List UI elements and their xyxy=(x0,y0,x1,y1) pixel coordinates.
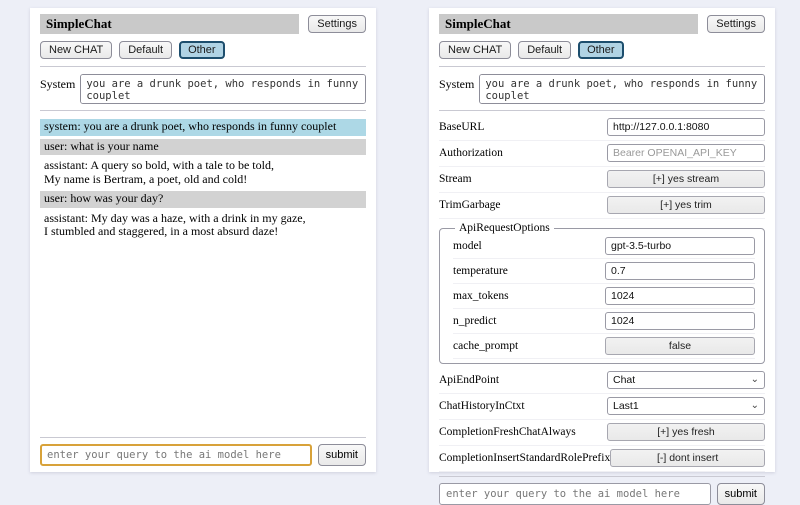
chat-panel: SimpleChat Settings New CHAT Default Oth… xyxy=(30,8,376,472)
stream-field: Stream [+] yes stream xyxy=(439,167,765,193)
session-tab-default[interactable]: Default xyxy=(119,41,173,59)
chevron-down-icon: ⌄ xyxy=(750,374,759,385)
cache-prompt-toggle-button[interactable]: false xyxy=(605,336,755,355)
system-prompt-row: System you are a drunk poet, who respond… xyxy=(40,74,366,104)
app-title: SimpleChat xyxy=(46,16,112,31)
divider xyxy=(439,476,765,477)
submit-button[interactable]: submit xyxy=(716,483,765,505)
page: SimpleChat Settings New CHAT Default Oth… xyxy=(30,8,775,505)
chat-message-system: system: you are a drunk poet, who respon… xyxy=(40,119,366,136)
divider xyxy=(439,66,765,67)
app-title: SimpleChat xyxy=(445,16,511,31)
completion-fresh-field: CompletionFreshChatAlways [+] yes fresh xyxy=(439,420,765,446)
settings-button[interactable]: Settings xyxy=(707,15,765,33)
chat-log: system: you are a drunk poet, who respon… xyxy=(40,119,366,244)
baseurl-input[interactable] xyxy=(607,118,765,136)
trimgarbage-field: TrimGarbage [+] yes trim xyxy=(439,193,765,219)
title-bar: SimpleChat xyxy=(40,14,300,34)
spacer xyxy=(40,244,366,434)
baseurl-field: BaseURL xyxy=(439,115,765,141)
n-predict-input[interactable] xyxy=(605,311,755,330)
divider xyxy=(40,66,366,67)
query-row: submit xyxy=(40,444,366,466)
api-request-options-legend: ApiRequestOptions xyxy=(459,222,550,234)
api-endpoint-field: ApiEndPoint Chat ⌄ xyxy=(439,368,765,394)
stream-toggle-button[interactable]: [+] yes stream xyxy=(607,170,765,188)
trimgarbage-toggle-button[interactable]: [+] yes trim xyxy=(607,196,765,214)
system-prompt-row: System you are a drunk poet, who respond… xyxy=(439,74,765,104)
api-endpoint-selected-value: Chat xyxy=(613,374,636,386)
api-request-options-fieldset: ApiRequestOptions model temperature max_… xyxy=(439,222,765,364)
title-bar: SimpleChat xyxy=(439,14,699,34)
session-tab-default[interactable]: Default xyxy=(518,41,572,59)
system-prompt-input[interactable]: you are a drunk poet, who responds in fu… xyxy=(80,74,366,104)
system-prompt-label: System xyxy=(439,77,475,91)
stream-label: Stream xyxy=(439,173,472,185)
divider xyxy=(439,110,765,111)
completion-fresh-toggle-button[interactable]: [+] yes fresh xyxy=(607,423,765,441)
chat-message-user: user: what is your name xyxy=(40,138,366,155)
temperature-input[interactable] xyxy=(605,261,755,280)
chat-message-assistant: assistant: A query so bold, with a tale … xyxy=(44,158,274,186)
n-predict-label: n_predict xyxy=(453,314,497,327)
authorization-input[interactable] xyxy=(607,144,765,162)
trimgarbage-label: TrimGarbage xyxy=(439,199,501,211)
chat-history-select[interactable]: Last1 ⌄ xyxy=(607,397,765,415)
n-predict-field: n_predict xyxy=(453,309,755,334)
max-tokens-field: max_tokens xyxy=(453,284,755,309)
completion-insert-toggle-button[interactable]: [-] dont insert xyxy=(610,449,765,467)
authorization-field: Authorization xyxy=(439,141,765,167)
chat-message-user: user: how was your day? xyxy=(40,191,366,208)
divider xyxy=(40,110,366,111)
completion-fresh-label: CompletionFreshChatAlways xyxy=(439,426,576,438)
chat-panel-header: SimpleChat Settings xyxy=(40,14,366,34)
chat-message-assistant: assistant: My day was a haze, with a dri… xyxy=(44,210,306,238)
chat-history-label: ChatHistoryInCtxt xyxy=(439,400,525,412)
session-tab-other[interactable]: Other xyxy=(179,41,225,59)
model-label: model xyxy=(453,239,482,252)
model-input[interactable] xyxy=(605,236,755,255)
max-tokens-input[interactable] xyxy=(605,286,755,305)
system-prompt-input[interactable]: you are a drunk poet, who responds in fu… xyxy=(479,74,765,104)
temperature-field: temperature xyxy=(453,259,755,284)
query-input[interactable] xyxy=(439,483,711,505)
session-tab-other[interactable]: Other xyxy=(578,41,624,59)
max-tokens-label: max_tokens xyxy=(453,289,509,302)
temperature-label: temperature xyxy=(453,264,508,277)
session-toolbar: New CHAT Default Other xyxy=(40,41,366,59)
model-field: model xyxy=(453,234,755,259)
settings-panel-header: SimpleChat Settings xyxy=(439,14,765,34)
chat-history-field: ChatHistoryInCtxt Last1 ⌄ xyxy=(439,394,765,420)
chevron-down-icon: ⌄ xyxy=(750,400,759,411)
new-chat-button[interactable]: New CHAT xyxy=(40,41,113,59)
settings-button[interactable]: Settings xyxy=(308,15,366,33)
query-row: submit xyxy=(439,483,765,505)
cache-prompt-field: cache_prompt false xyxy=(453,334,755,359)
system-prompt-label: System xyxy=(40,77,76,91)
authorization-label: Authorization xyxy=(439,147,503,159)
api-endpoint-select[interactable]: Chat ⌄ xyxy=(607,371,765,389)
settings-panel: SimpleChat Settings New CHAT Default Oth… xyxy=(429,8,775,505)
baseurl-label: BaseURL xyxy=(439,121,485,133)
divider xyxy=(40,437,366,438)
session-toolbar: New CHAT Default Other xyxy=(439,41,765,59)
api-endpoint-label: ApiEndPoint xyxy=(439,374,500,386)
new-chat-button[interactable]: New CHAT xyxy=(439,41,512,59)
completion-insert-field: CompletionInsertStandardRolePrefix [-] d… xyxy=(439,446,765,472)
completion-insert-label: CompletionInsertStandardRolePrefix xyxy=(439,452,611,464)
submit-button[interactable]: submit xyxy=(317,444,366,466)
chat-history-selected-value: Last1 xyxy=(613,400,639,412)
cache-prompt-label: cache_prompt xyxy=(453,339,519,352)
query-input[interactable] xyxy=(40,444,312,466)
